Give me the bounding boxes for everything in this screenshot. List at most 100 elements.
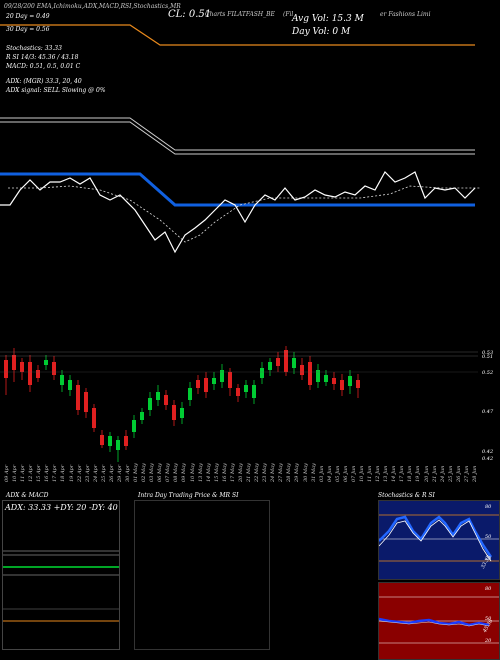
date-tick: 03 Jun [318, 465, 325, 482]
candle-body [308, 362, 312, 385]
candle-body [268, 362, 272, 370]
candle-body [340, 380, 344, 390]
date-tick: 12 Apr [28, 464, 35, 482]
date-tick: 07 May [165, 463, 172, 482]
candle-body [84, 392, 88, 412]
date-tick: 20 Jun [423, 465, 430, 482]
intraday-panel [134, 500, 270, 650]
rsi-panel: 80 50 20 45.36 [378, 582, 500, 660]
candle-body [292, 358, 296, 368]
blue-line [0, 172, 475, 207]
date-tick: 08 May [173, 463, 180, 482]
candle-body [300, 365, 304, 375]
stoch-tick: 80 [485, 504, 492, 510]
date-tick: 28 Jun [471, 465, 478, 482]
date-tick: 13 Jun [383, 465, 390, 482]
date-axis: 09 Apr 10 Apr 11 Apr 12 Apr 15 Apr 16 Apr 17 A… [0, 462, 500, 484]
candle-body [196, 380, 200, 388]
date-tick: 10 Jun [358, 465, 365, 482]
candle-body [244, 385, 248, 392]
date-tick: 10 Apr [12, 464, 19, 482]
date-tick: 22 May [254, 463, 261, 482]
adx-signal: ADX signal: SELL Slowing @ 0% [6, 87, 106, 94]
intraday-panel-title: Intra Day Trading Price & MR SI [138, 492, 239, 499]
stochastics-panel: 80 50 20 33.33 [378, 500, 500, 580]
candle-body [124, 436, 128, 446]
date-tick: 14 Jun [391, 465, 398, 482]
ema-orange-line [0, 24, 475, 46]
date-tick: 29 Apr [116, 464, 123, 482]
adx-panel: ADX: 33.33 +DY: 20 -DY: 40 [2, 500, 120, 650]
date-tick: 10 May [189, 463, 196, 482]
band-lower-line [0, 121, 475, 155]
date-tick: 06 Jun [342, 465, 349, 482]
candle-body [316, 370, 320, 382]
date-tick: 24 Apr [92, 464, 99, 482]
date-tick: 21 Jun [431, 465, 438, 482]
candle-body [60, 375, 64, 385]
candle-body [76, 385, 80, 410]
date-tick: 15 May [213, 463, 220, 482]
candle-body [28, 362, 32, 385]
price-tick: 0.53 [482, 350, 494, 356]
date-tick: 04 Jun [326, 465, 333, 482]
date-tick: 27 Jun [463, 465, 470, 482]
candle-body [164, 395, 168, 405]
header-indicators: 09/28/200 EMA,Ichimoku,ADX,MACD,R [4, 3, 125, 10]
candle-body [20, 362, 24, 372]
candle-body [44, 360, 48, 365]
date-tick: 09 May [181, 463, 188, 482]
candlestick-chart [0, 346, 478, 462]
date-tick: 22 Apr [76, 464, 83, 482]
candle-body [148, 398, 152, 410]
candle-body [204, 378, 208, 392]
date-tick: 17 Jun [399, 465, 406, 482]
ema-30: 30 Day = 0.56 [6, 26, 50, 33]
candle-body [260, 368, 264, 378]
date-tick: 31 May [310, 463, 317, 482]
candle-body [52, 362, 56, 375]
date-tick: 19 Jun [415, 465, 422, 482]
date-tick: 20 May [237, 463, 244, 482]
adx-panel-title: ADX & MACD [6, 492, 49, 499]
candle-body [140, 412, 144, 420]
candle-body [348, 376, 352, 386]
date-tick: 02 May [141, 463, 148, 482]
candle-body [356, 380, 360, 388]
date-tick: 09 Apr [4, 464, 10, 482]
price-tick: 0.42 [482, 456, 494, 462]
close-label: CL: 0.51 [168, 9, 212, 20]
date-tick: 29 May [294, 463, 301, 482]
company-label: (Fil [283, 11, 294, 18]
day-vol: Day Vol: 0 M [292, 27, 351, 37]
date-tick: 18 Jun [407, 465, 414, 482]
date-tick: 30 May [302, 463, 309, 482]
candle-body [92, 408, 96, 428]
candle-body [188, 388, 192, 400]
candle-body [68, 380, 72, 390]
date-tick: 11 Apr [20, 464, 27, 482]
date-label: 09/28/200 [4, 3, 35, 10]
date-tick: 05 Jun [334, 465, 341, 482]
candle-body [220, 370, 224, 382]
date-tick: 12 Jun [375, 465, 382, 482]
date-tick: 07 Jun [350, 465, 357, 482]
rsi-tick: 80 [485, 586, 492, 592]
stoch-tick: 20 [485, 556, 492, 562]
candle-body [116, 440, 120, 450]
date-tick: 25 Jun [447, 465, 454, 482]
candle-body [100, 435, 104, 445]
dotted-signal-line [8, 185, 480, 243]
rsi-tick: 50 [485, 616, 492, 622]
candle-body [276, 358, 280, 366]
rsi-value: R SI 14/3: 45.36 / 43.18 [6, 54, 79, 61]
date-tick: 17 Apr [52, 464, 59, 482]
date-tick: 01 May [133, 463, 140, 482]
date-tick: 23 May [262, 463, 269, 482]
date-tick: 15 Apr [36, 464, 43, 482]
candle-body [36, 370, 40, 378]
date-tick: 16 May [221, 463, 228, 482]
adx-panel-values: ADX: 33.33 +DY: 20 -DY: 40 [5, 503, 118, 512]
stoch-label: SI,Stochastics,MR [125, 3, 181, 10]
candle-body [12, 355, 16, 370]
